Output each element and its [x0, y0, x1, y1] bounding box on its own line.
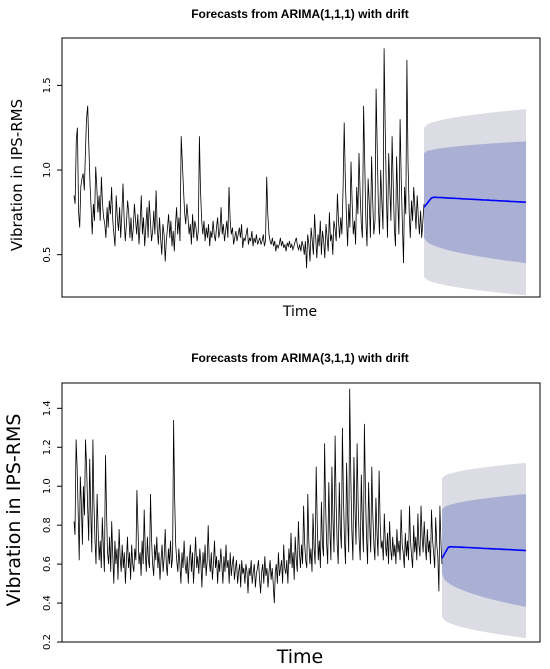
y-tick-label: 1.5: [42, 77, 53, 93]
forecast-band-80: [442, 494, 526, 607]
y-tick-label: 1.0: [42, 162, 53, 178]
chart1-series: [73, 48, 527, 269]
forecast-mean-series: [441, 545, 527, 559]
y-tick-label: 0.8: [42, 517, 53, 533]
y-tick-label: 0.2: [42, 634, 53, 650]
forecast-band-80: [424, 141, 526, 264]
chart1-y-axis: 0.5 1.0 1.5: [42, 77, 63, 263]
y-tick-label: 1.2: [42, 439, 53, 455]
y-tick-label: 1.0: [42, 478, 53, 494]
history-series: [73, 388, 443, 604]
chart2-forecast-bands: [442, 462, 526, 639]
chart2-x-label: Time: [276, 646, 324, 668]
forecast-mean-series: [423, 196, 527, 208]
y-tick-label: 0.6: [42, 556, 53, 572]
chart1-forecast-bands: [424, 109, 526, 296]
y-tick-label: 1.4: [42, 400, 53, 416]
y-tick-label: 0.4: [42, 595, 53, 611]
chart1-y-label: Vibration in IPS-RMS: [8, 99, 26, 251]
chart1-title: Forecasts from ARIMA(1,1,1) with drift: [191, 7, 409, 21]
chart-arima111: Forecasts from ARIMA(1,1,1) with drift 0…: [8, 7, 541, 320]
chart2-series: [73, 388, 527, 604]
history-series: [73, 48, 425, 269]
chart-arima311: Forecasts from ARIMA(3,1,1) with drift 0…: [3, 351, 541, 668]
y-tick-label: 0.5: [42, 247, 53, 263]
chart2-title: Forecasts from ARIMA(3,1,1) with drift: [191, 351, 409, 365]
chart2-y-label: Vibration in IPS-RMS: [3, 414, 25, 607]
chart2-y-axis: 0.2 0.4 0.6 0.8 1.0 1.2 1.4: [42, 400, 63, 650]
chart1-x-label: Time: [282, 304, 317, 320]
